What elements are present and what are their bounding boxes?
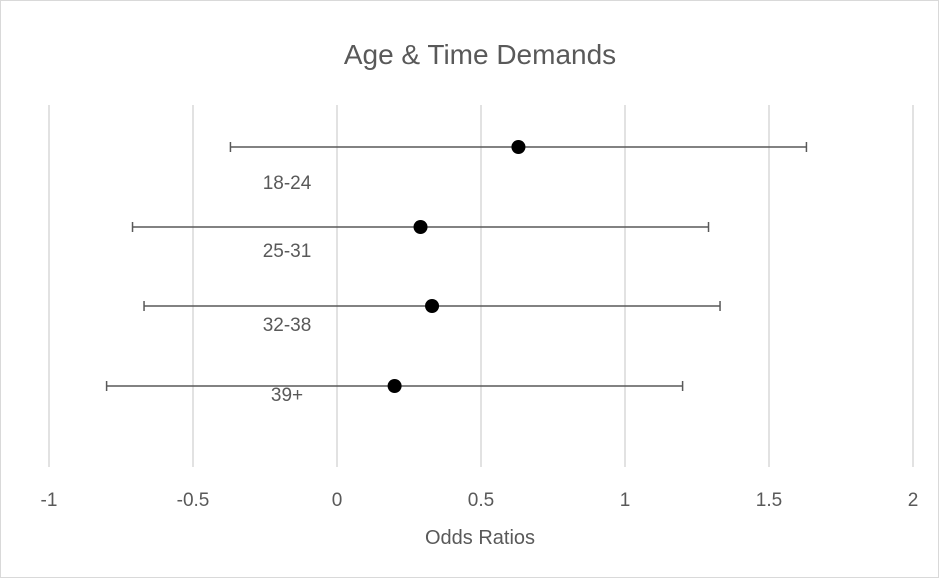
x-tick-label: -1 bbox=[41, 490, 58, 511]
data-point-marker bbox=[387, 379, 402, 393]
category-label: 39+ bbox=[271, 385, 303, 406]
x-tick-labels: -1 -0.5 0 0.5 1 1.5 2 bbox=[41, 490, 919, 511]
category-label: 25-31 bbox=[263, 241, 312, 262]
category-label: 32-38 bbox=[263, 315, 312, 336]
data-point-marker bbox=[413, 220, 428, 234]
x-tick-label: 0.5 bbox=[468, 490, 494, 511]
x-tick-label: 0 bbox=[332, 490, 343, 511]
data-point-marker bbox=[511, 140, 526, 154]
category-labels: 18-24 25-31 32-38 39+ bbox=[263, 173, 312, 406]
chart-title: Age & Time Demands bbox=[344, 39, 616, 70]
x-tick-label: 2 bbox=[908, 490, 919, 511]
data-series bbox=[105, 140, 808, 393]
x-axis-label: Odds Ratios bbox=[425, 527, 535, 549]
x-tick-label: 1 bbox=[620, 490, 631, 511]
data-point-group bbox=[143, 299, 721, 313]
x-tick-label: -0.5 bbox=[177, 490, 210, 511]
x-tick-label: 1.5 bbox=[756, 490, 782, 511]
data-point-group bbox=[229, 140, 808, 154]
gridlines bbox=[48, 105, 914, 467]
category-label: 18-24 bbox=[263, 173, 312, 194]
data-point-group bbox=[105, 379, 684, 393]
data-point-marker bbox=[425, 299, 440, 313]
data-point-group bbox=[131, 220, 710, 234]
